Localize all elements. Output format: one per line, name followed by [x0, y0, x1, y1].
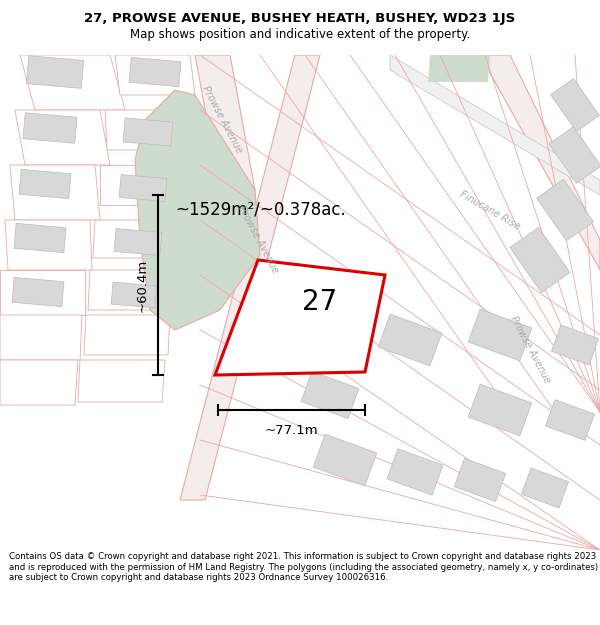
Polygon shape: [390, 55, 600, 195]
Polygon shape: [521, 468, 569, 508]
Polygon shape: [215, 260, 385, 375]
Polygon shape: [84, 315, 170, 355]
Polygon shape: [111, 282, 157, 308]
Polygon shape: [135, 90, 260, 330]
Text: Prowse Avenue: Prowse Avenue: [200, 84, 244, 156]
Text: Prowse Avenue: Prowse Avenue: [236, 204, 280, 276]
Text: 27: 27: [302, 288, 338, 316]
Polygon shape: [5, 220, 92, 270]
Polygon shape: [454, 458, 506, 502]
Polygon shape: [20, 55, 125, 110]
Polygon shape: [93, 220, 180, 258]
Text: Contains OS data © Crown copyright and database right 2021. This information is : Contains OS data © Crown copyright and d…: [9, 552, 598, 582]
Polygon shape: [15, 110, 110, 165]
Polygon shape: [19, 169, 71, 199]
Polygon shape: [88, 270, 175, 310]
Polygon shape: [180, 55, 320, 500]
Polygon shape: [480, 55, 600, 270]
Text: ~60.4m: ~60.4m: [136, 258, 149, 312]
Polygon shape: [551, 79, 599, 131]
Polygon shape: [428, 55, 490, 82]
Polygon shape: [14, 223, 66, 253]
Polygon shape: [545, 399, 595, 441]
Polygon shape: [195, 55, 255, 190]
Polygon shape: [23, 112, 77, 143]
Polygon shape: [549, 127, 600, 183]
Polygon shape: [119, 174, 167, 201]
Polygon shape: [123, 118, 173, 146]
Polygon shape: [100, 165, 185, 205]
Text: ~77.1m: ~77.1m: [265, 424, 319, 437]
Polygon shape: [129, 58, 181, 87]
Polygon shape: [10, 165, 100, 220]
Polygon shape: [536, 179, 593, 241]
Text: 27, PROWSE AVENUE, BUSHEY HEATH, BUSHEY, WD23 1JS: 27, PROWSE AVENUE, BUSHEY HEATH, BUSHEY,…: [85, 12, 515, 25]
Polygon shape: [0, 360, 78, 405]
Polygon shape: [115, 55, 195, 95]
Polygon shape: [78, 360, 165, 402]
Text: Finucane Rise: Finucane Rise: [458, 189, 522, 231]
Polygon shape: [12, 278, 64, 307]
Polygon shape: [105, 110, 192, 150]
Text: ~1529m²/~0.378ac.: ~1529m²/~0.378ac.: [175, 201, 346, 219]
Text: Prowse Avenue: Prowse Avenue: [508, 314, 552, 386]
Polygon shape: [378, 314, 442, 366]
Polygon shape: [313, 434, 377, 486]
Polygon shape: [468, 384, 532, 436]
Text: Map shows position and indicative extent of the property.: Map shows position and indicative extent…: [130, 28, 470, 41]
Polygon shape: [551, 325, 599, 365]
Polygon shape: [468, 309, 532, 361]
Polygon shape: [0, 315, 82, 360]
Polygon shape: [114, 229, 162, 256]
Polygon shape: [26, 56, 83, 88]
Polygon shape: [0, 270, 85, 315]
Polygon shape: [510, 228, 570, 292]
Polygon shape: [301, 371, 359, 419]
Polygon shape: [387, 449, 443, 495]
